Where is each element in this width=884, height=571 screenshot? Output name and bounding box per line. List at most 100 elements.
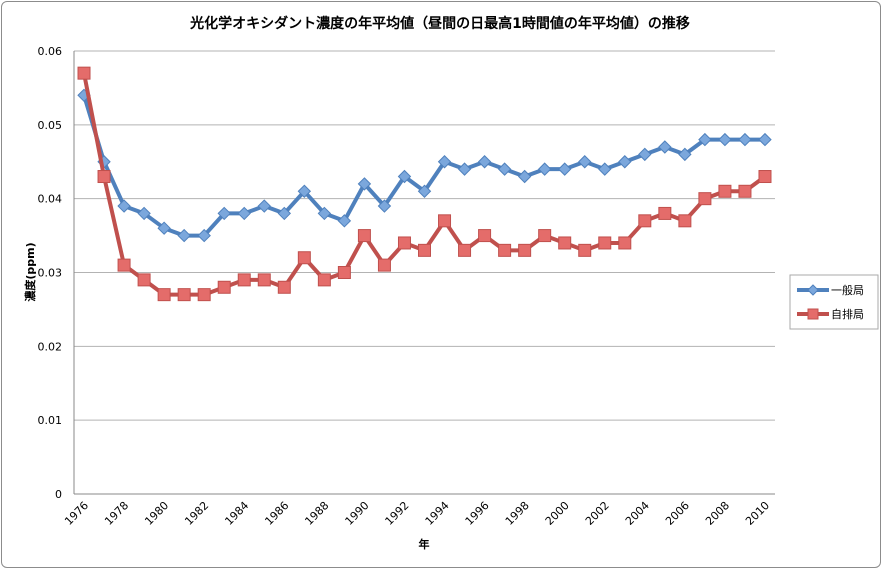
x-tick-label: 2008 [703, 499, 732, 528]
data-point [117, 258, 131, 272]
y-tick-label: 0.01 [38, 414, 63, 427]
data-point [718, 132, 732, 147]
data-point [337, 214, 352, 228]
data-point [618, 236, 632, 250]
data-point [297, 184, 312, 198]
x-tick-label: 1988 [302, 499, 331, 528]
data-point [177, 228, 191, 243]
data-point [357, 177, 372, 191]
data-point [678, 147, 692, 162]
data-point [237, 206, 251, 221]
data-point [478, 229, 492, 243]
data-point [117, 199, 131, 213]
data-point [598, 162, 612, 176]
data-point [477, 155, 492, 169]
data-point [537, 162, 552, 176]
data-point [698, 132, 712, 147]
x-tick-label: 1998 [503, 499, 532, 528]
data-point [317, 206, 332, 221]
x-tick-label: 1986 [262, 499, 291, 528]
data-point [177, 288, 191, 302]
x-tick-label: 1992 [383, 499, 412, 528]
data-point [417, 184, 432, 198]
data-point [718, 184, 732, 198]
data-point [738, 132, 752, 147]
y-tick-label: 0.02 [38, 340, 63, 353]
x-tick-label: 1982 [182, 499, 211, 528]
data-point [217, 206, 231, 221]
data-point [257, 199, 271, 213]
x-tick-label: 2000 [543, 499, 572, 528]
data-point [77, 66, 91, 80]
x-tick-label: 2004 [623, 499, 652, 528]
data-point [698, 192, 712, 206]
x-tick-label: 2006 [663, 499, 692, 528]
y-tick-label: 0.05 [38, 119, 63, 132]
legend-label: 自排局 [831, 307, 864, 321]
data-point [277, 280, 291, 294]
data-point [638, 214, 652, 228]
data-point [357, 229, 371, 243]
data-point [377, 258, 391, 272]
data-point [197, 288, 211, 302]
series-2 [77, 66, 772, 302]
data-point [237, 273, 251, 287]
x-tick-label: 2010 [743, 499, 772, 528]
y-tick-label: 0.03 [38, 267, 63, 280]
data-point [738, 184, 752, 198]
data-point [578, 155, 592, 169]
x-axis-label: 年 [419, 537, 430, 551]
data-point [557, 162, 572, 176]
data-point [558, 236, 572, 250]
data-point [678, 214, 692, 228]
x-tick-label: 1994 [423, 499, 452, 528]
series-line [82, 72, 767, 297]
x-tick-label: 1978 [102, 499, 131, 528]
y-tick-label: 0 [55, 488, 62, 501]
data-point [758, 170, 772, 184]
data-point [538, 229, 552, 243]
x-tick-label: 1996 [463, 499, 492, 528]
y-axis-label: 濃度(ppm) [23, 242, 37, 301]
data-point [97, 170, 111, 184]
data-point [457, 162, 472, 176]
data-point [217, 280, 231, 294]
data-point [257, 273, 271, 287]
data-point [437, 155, 452, 169]
data-point [277, 206, 292, 221]
legend-box [789, 274, 879, 330]
data-point [377, 199, 392, 213]
data-point [418, 243, 431, 257]
data-point [598, 236, 612, 250]
data-point [317, 273, 331, 287]
data-point [618, 155, 632, 169]
x-tick-label: 1976 [62, 499, 91, 528]
data-point [397, 236, 411, 250]
data-point [758, 132, 772, 147]
data-point [518, 243, 532, 257]
legend-label: 一般局 [831, 284, 864, 297]
data-point [578, 243, 592, 257]
x-tick-label: 1984 [222, 499, 251, 528]
y-tick-label: 0.04 [38, 193, 63, 206]
data-point [658, 140, 672, 154]
data-point [497, 162, 512, 176]
data-point [197, 228, 211, 243]
data-point [458, 243, 472, 257]
legend-marker [807, 284, 819, 296]
x-tick-label: 1980 [142, 499, 171, 528]
data-point [157, 288, 171, 302]
chart-title: 光化学オキシダント濃度の年平均値（昼間の日最高1時間値の年平均値）の推移 [189, 15, 690, 32]
data-point [137, 206, 151, 221]
data-point [638, 147, 652, 162]
data-point [337, 266, 351, 279]
data-point [498, 243, 512, 257]
legend-marker [807, 308, 819, 320]
data-point [658, 206, 672, 220]
x-tick-label: 2002 [583, 499, 612, 528]
data-point [397, 169, 412, 184]
data-point [157, 221, 171, 235]
